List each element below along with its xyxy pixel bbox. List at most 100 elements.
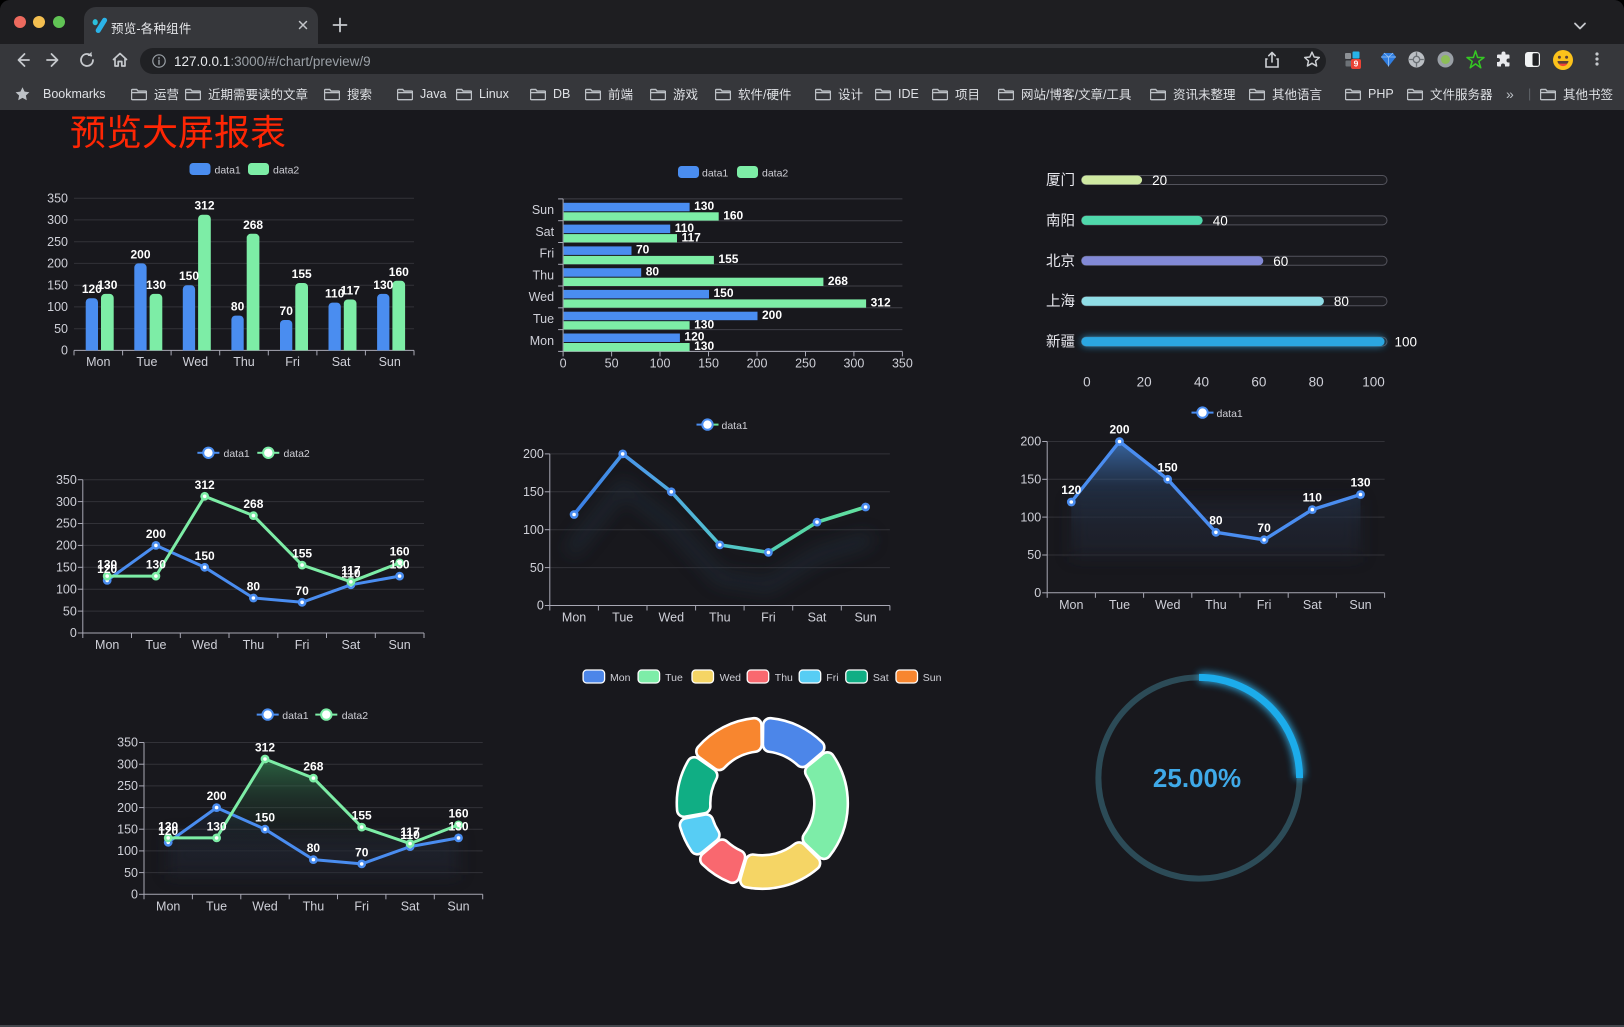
svg-text:250: 250 (117, 779, 138, 793)
svg-text:200: 200 (1020, 435, 1041, 449)
svg-text:Tue: Tue (612, 611, 633, 625)
svg-text:Thu: Thu (775, 672, 793, 684)
svg-text:150: 150 (523, 485, 544, 499)
svg-text:9: 9 (1354, 59, 1359, 69)
svg-text:50: 50 (1027, 548, 1041, 562)
svg-text:Sat: Sat (342, 638, 361, 652)
svg-text:100: 100 (1362, 375, 1385, 390)
svg-text:130: 130 (373, 278, 393, 292)
svg-text:117: 117 (400, 825, 420, 839)
svg-text:150: 150 (255, 811, 275, 825)
svg-text:268: 268 (303, 760, 323, 774)
svg-text:300: 300 (843, 356, 864, 370)
svg-text:Mon: Mon (530, 334, 554, 348)
svg-text:70: 70 (355, 845, 369, 859)
svg-text:data1: data1 (722, 420, 748, 432)
svg-text:Sun: Sun (1349, 598, 1371, 612)
svg-text:110: 110 (341, 566, 361, 580)
svg-text:130: 130 (694, 317, 714, 331)
svg-text:200: 200 (747, 356, 768, 370)
svg-text:130: 130 (207, 819, 227, 833)
svg-text:150: 150 (1020, 473, 1041, 487)
svg-text:data1: data1 (215, 165, 241, 177)
svg-text:Mon: Mon (95, 638, 119, 652)
svg-text:80: 80 (231, 300, 245, 314)
svg-text:150: 150 (1158, 460, 1178, 474)
svg-text:155: 155 (292, 267, 312, 281)
svg-text:130: 130 (1350, 476, 1370, 490)
svg-text:150: 150 (179, 269, 199, 283)
svg-text:Mon: Mon (86, 355, 110, 369)
svg-text:200: 200 (146, 527, 166, 541)
svg-text:268: 268 (243, 497, 263, 511)
svg-text:160: 160 (390, 544, 410, 558)
svg-text:Fri: Fri (1257, 598, 1272, 612)
svg-text:312: 312 (871, 296, 891, 310)
svg-text:200: 200 (47, 257, 68, 271)
svg-text:130: 130 (97, 558, 117, 572)
svg-text:Wed: Wed (252, 899, 278, 913)
svg-text:100: 100 (1395, 335, 1418, 350)
svg-text:200: 200 (1109, 423, 1129, 437)
svg-text:data2: data2 (284, 448, 310, 460)
svg-text:Wed: Wed (529, 290, 555, 304)
svg-text:Fri: Fri (285, 355, 300, 369)
svg-text:110: 110 (675, 221, 695, 235)
svg-text:data1: data1 (702, 168, 728, 180)
svg-text:100: 100 (1020, 510, 1041, 524)
svg-text:130: 130 (146, 278, 166, 292)
svg-text:Thu: Thu (243, 638, 265, 652)
svg-text:Sun: Sun (379, 355, 401, 369)
svg-text:50: 50 (124, 866, 138, 880)
svg-text:350: 350 (892, 356, 913, 370)
svg-text:0: 0 (70, 626, 77, 640)
svg-text:250: 250 (56, 517, 77, 531)
svg-text:268: 268 (243, 218, 263, 232)
svg-text:120: 120 (82, 282, 102, 296)
svg-text:70: 70 (1257, 521, 1271, 535)
svg-text:Sun: Sun (854, 611, 876, 625)
svg-text:160: 160 (389, 265, 409, 279)
svg-text:data1: data1 (282, 710, 308, 722)
svg-text:350: 350 (47, 191, 68, 205)
svg-text:100: 100 (117, 844, 138, 858)
svg-text:150: 150 (698, 356, 719, 370)
svg-text:0: 0 (131, 888, 138, 902)
svg-text:Sat: Sat (1303, 598, 1322, 612)
svg-text:300: 300 (56, 495, 77, 509)
svg-text:100: 100 (47, 300, 68, 314)
svg-text:110: 110 (325, 287, 345, 301)
svg-text:data2: data2 (762, 168, 788, 180)
svg-text:Thu: Thu (233, 355, 255, 369)
svg-text:250: 250 (795, 356, 816, 370)
svg-text:Sat: Sat (808, 611, 827, 625)
svg-text:312: 312 (195, 478, 215, 492)
svg-text:Tue: Tue (145, 638, 166, 652)
svg-text:Fri: Fri (826, 672, 838, 684)
svg-text:100: 100 (523, 523, 544, 537)
svg-text:Tue: Tue (206, 899, 227, 913)
svg-text:130: 130 (97, 278, 117, 292)
svg-text:120: 120 (97, 562, 117, 576)
svg-text:150: 150 (56, 561, 77, 575)
svg-text:70: 70 (295, 584, 309, 598)
svg-text:300: 300 (117, 757, 138, 771)
svg-text:70: 70 (636, 243, 650, 257)
svg-text:Tue: Tue (136, 355, 157, 369)
svg-text:南阳: 南阳 (1046, 212, 1075, 229)
svg-text:200: 200 (117, 801, 138, 815)
svg-text:160: 160 (723, 209, 743, 223)
svg-text:Mon: Mon (562, 611, 586, 625)
svg-text:200: 200 (130, 247, 150, 261)
svg-text:120: 120 (1061, 483, 1081, 497)
svg-text:Mon: Mon (156, 899, 180, 913)
svg-text:Mon: Mon (1059, 598, 1083, 612)
svg-text:160: 160 (448, 806, 468, 820)
svg-text:0: 0 (61, 344, 68, 358)
svg-text:Wed: Wed (192, 638, 218, 652)
svg-text:200: 200 (523, 447, 544, 461)
svg-text:130: 130 (158, 819, 178, 833)
svg-text:130: 130 (694, 339, 714, 353)
svg-text:Fri: Fri (540, 247, 555, 261)
svg-text:Wed: Wed (659, 611, 685, 625)
